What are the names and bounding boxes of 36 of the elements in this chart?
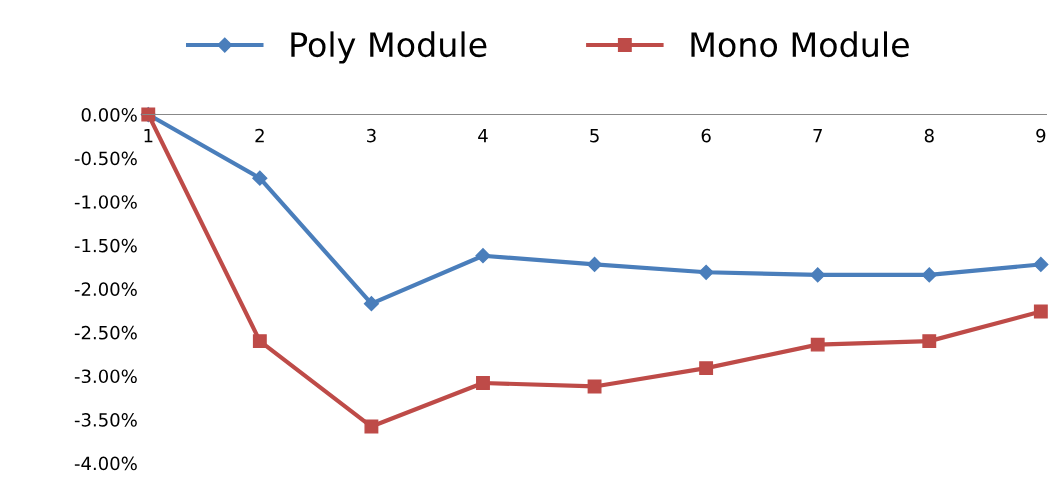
y-tick-label: -4.00% bbox=[74, 456, 137, 471]
y-tick-label: -1.00% bbox=[74, 195, 137, 209]
point bbox=[586, 256, 603, 273]
point bbox=[1033, 256, 1049, 273]
point bbox=[921, 267, 937, 283]
x-tick-label: 6 bbox=[701, 128, 711, 143]
x-tick-label: 2 bbox=[255, 128, 264, 143]
point bbox=[252, 334, 267, 349]
x-tick-label: 4 bbox=[478, 128, 488, 143]
x-tick-label: 1 bbox=[144, 128, 153, 143]
x-tick-label: 9 bbox=[1036, 128, 1046, 143]
point bbox=[698, 264, 714, 280]
y-tick-label: -2.50% bbox=[74, 325, 137, 340]
point bbox=[475, 248, 491, 264]
point bbox=[587, 379, 602, 394]
y-tick-label: -2.00% bbox=[74, 282, 137, 296]
legend-label: Poly Module bbox=[291, 31, 487, 64]
point bbox=[476, 376, 490, 390]
y-tick-label: -1.50% bbox=[74, 238, 137, 253]
y-tick-label: -0.50% bbox=[74, 151, 137, 166]
point bbox=[810, 337, 825, 352]
x-tick-label: 8 bbox=[924, 128, 934, 143]
legend-label: Mono Module bbox=[691, 31, 909, 58]
point bbox=[252, 170, 268, 186]
point bbox=[1033, 304, 1048, 319]
y-tick-label: -3.50% bbox=[74, 413, 137, 427]
point bbox=[810, 267, 826, 283]
point bbox=[922, 334, 937, 349]
x-tick-label: 7 bbox=[813, 128, 822, 143]
point bbox=[364, 419, 379, 434]
y-tick-label: -3.00% bbox=[74, 369, 137, 384]
x-tick-label: 5 bbox=[590, 128, 599, 143]
x-tick-label: 3 bbox=[367, 128, 376, 143]
y-tick-label: 0.00% bbox=[81, 108, 137, 122]
point bbox=[363, 296, 379, 312]
point bbox=[699, 361, 714, 376]
